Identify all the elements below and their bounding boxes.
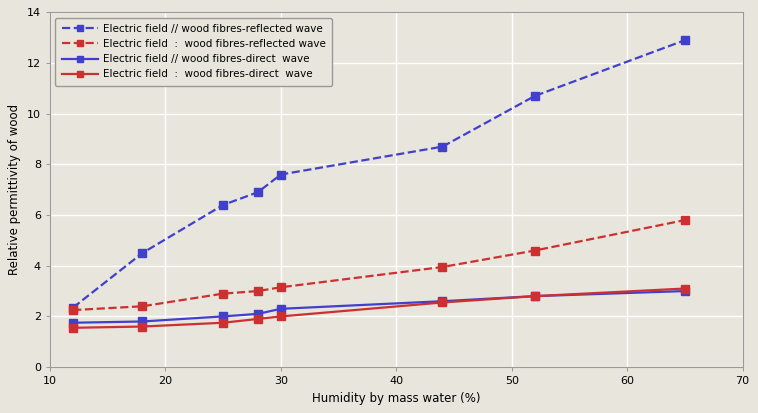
X-axis label: Humidity by mass water (%): Humidity by mass water (%) bbox=[312, 392, 481, 405]
Legend: Electric field // wood fibres-reflected wave, Electric field  :  wood fibres-ref: Electric field // wood fibres-reflected … bbox=[55, 17, 332, 85]
Y-axis label: Relative permittivity of wood: Relative permittivity of wood bbox=[8, 104, 21, 275]
